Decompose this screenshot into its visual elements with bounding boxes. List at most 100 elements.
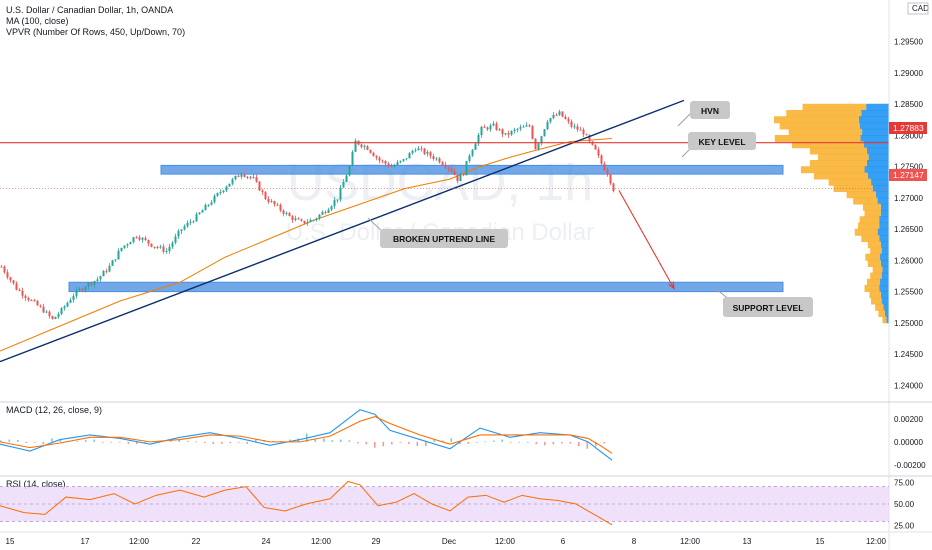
time-tick-label: 6 bbox=[561, 537, 566, 546]
time-tick-label: 15 bbox=[6, 537, 15, 546]
support-level-zone[interactable] bbox=[68, 281, 784, 293]
macd-histogram-bar bbox=[365, 441, 368, 445]
candle-body bbox=[363, 146, 366, 148]
time-tick-label: 17 bbox=[81, 537, 90, 546]
candle-body bbox=[369, 149, 372, 153]
candle-body bbox=[321, 211, 324, 215]
candle-body bbox=[150, 243, 153, 247]
candle-body bbox=[327, 209, 330, 213]
volume-profile-row-up bbox=[871, 178, 889, 186]
volume-profile-row-up bbox=[861, 110, 889, 117]
candle-body bbox=[372, 152, 375, 157]
candle-body bbox=[576, 126, 579, 130]
candle-body bbox=[483, 126, 486, 128]
macd-pane: MACD (12, 26, close, 9) 0.00200 0.00000 -0… bbox=[0, 405, 926, 470]
volume-profile-row-up bbox=[882, 266, 889, 274]
price-tick-labels: 1.29500 1.29000 1.28500 1.28000 1.27500 1.270… bbox=[894, 38, 923, 391]
volume-profile-row-down bbox=[875, 303, 884, 311]
candle-body bbox=[300, 219, 303, 221]
candle-body bbox=[102, 270, 105, 277]
candle-body bbox=[228, 183, 231, 187]
candle-body bbox=[366, 146, 369, 150]
candle-body bbox=[93, 280, 96, 285]
candle-body bbox=[294, 218, 297, 220]
candle-body bbox=[126, 244, 129, 246]
volume-profile-row-down bbox=[854, 228, 878, 236]
candle-body bbox=[306, 222, 309, 224]
rsi-tick-label: 50.00 bbox=[894, 500, 915, 509]
volume-profile-row-up bbox=[879, 216, 889, 224]
candle-body bbox=[579, 129, 582, 131]
macd-histogram-bar bbox=[527, 441, 529, 443]
candle-body bbox=[111, 260, 114, 266]
macd-label: MACD (12, 26, close, 9) bbox=[6, 405, 102, 415]
price-tick-label: 1.25500 bbox=[894, 288, 923, 297]
uptrend-line[interactable] bbox=[0, 99, 685, 363]
macd-histogram-bar bbox=[25, 441, 28, 443]
key-level-callout[interactable]: KEY LEVEL bbox=[681, 132, 756, 158]
support-level-callout[interactable]: SUPPORT LEVEL bbox=[715, 288, 813, 317]
macd-histogram-bar bbox=[0, 440, 2, 442]
candle-body bbox=[489, 125, 492, 130]
volume-profile-row-down bbox=[870, 247, 882, 255]
volume-profile-row-down bbox=[861, 235, 880, 242]
volume-profile-row-up bbox=[859, 122, 889, 130]
candle-body bbox=[237, 175, 240, 177]
currency-box bbox=[907, 2, 929, 15]
candle-body bbox=[66, 302, 69, 307]
candle-body bbox=[519, 127, 522, 129]
volume-profile-row-up bbox=[860, 135, 889, 142]
price-axis[interactable]: CAD 1.295001.290001.285001.280001.275001… bbox=[888, 0, 929, 550]
hvn-callout[interactable]: HVN bbox=[677, 101, 730, 127]
time-tick-label: Dec bbox=[442, 537, 456, 546]
macd-histogram-bar bbox=[348, 440, 351, 442]
volume-profile-row-up bbox=[877, 197, 889, 205]
candle-body bbox=[387, 163, 390, 167]
volume-profile bbox=[774, 103, 889, 324]
candle-body bbox=[81, 288, 84, 291]
projection-arrow[interactable] bbox=[618, 190, 675, 289]
candle-body bbox=[594, 144, 597, 150]
macd-histogram-bar bbox=[578, 441, 580, 447]
candle-body bbox=[129, 242, 132, 245]
volume-profile-row-down bbox=[846, 191, 876, 199]
macd-histogram-bar bbox=[595, 441, 597, 447]
time-axis[interactable]: 15 17 12:00 22 24 12:00 29 Dec 12:00 6 8 12:00 13 15 1… bbox=[6, 537, 887, 546]
rsi-line bbox=[0, 480, 613, 526]
macd-histogram-bar bbox=[136, 441, 138, 445]
candle-body bbox=[285, 213, 288, 215]
candle-body bbox=[429, 152, 432, 157]
candle-body bbox=[375, 156, 378, 158]
candle-body bbox=[183, 226, 186, 230]
candle-body bbox=[318, 214, 321, 219]
candle-body bbox=[135, 237, 138, 239]
macd-histogram-bar bbox=[34, 441, 36, 443]
candle-body bbox=[162, 246, 165, 252]
candle-body bbox=[207, 204, 210, 206]
candle-body bbox=[420, 148, 423, 150]
candle-body bbox=[444, 164, 447, 168]
candle-body bbox=[54, 316, 57, 319]
volume-profile-row-down bbox=[786, 110, 862, 117]
volume-profile-row-up bbox=[881, 272, 889, 280]
candle-body bbox=[546, 121, 549, 130]
candle-body bbox=[276, 204, 279, 206]
broken-uptrend-callout[interactable]: BROKEN UPTREND LINE bbox=[367, 217, 508, 248]
candle-body bbox=[147, 239, 150, 244]
macd-histogram-bar bbox=[255, 439, 257, 442]
macd-histogram-bar bbox=[212, 441, 215, 445]
macd-histogram-bar bbox=[144, 441, 147, 444]
time-tick-label: 22 bbox=[192, 537, 201, 546]
candle-body bbox=[234, 175, 237, 180]
volume-profile-row-down bbox=[774, 116, 859, 124]
volume-profile-row-up bbox=[866, 160, 889, 167]
candle-body bbox=[450, 168, 453, 172]
volume-profile-row-up bbox=[872, 185, 889, 192]
time-tick-label: 12:00 bbox=[495, 537, 516, 546]
candle-body bbox=[57, 313, 60, 317]
candle-body bbox=[465, 161, 468, 176]
candle-body bbox=[567, 119, 570, 122]
volume-profile-row-up bbox=[880, 253, 889, 261]
volume-profile-row-down bbox=[869, 291, 881, 299]
